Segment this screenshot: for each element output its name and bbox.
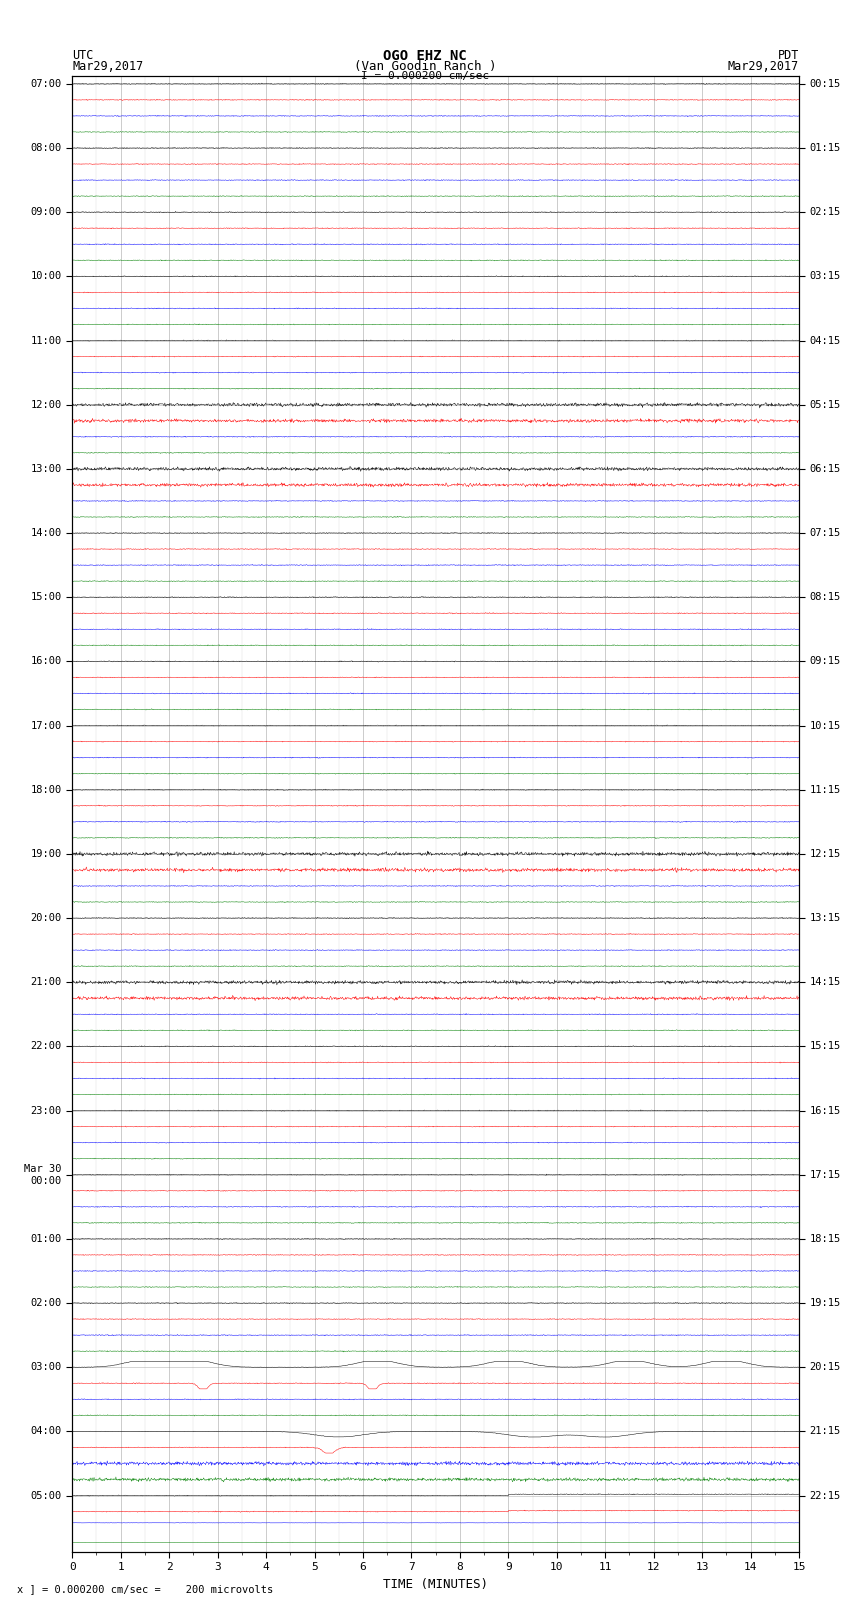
- Text: (Van Goodin Ranch ): (Van Goodin Ranch ): [354, 60, 496, 73]
- X-axis label: TIME (MINUTES): TIME (MINUTES): [383, 1578, 488, 1590]
- Text: x ] = 0.000200 cm/sec =    200 microvolts: x ] = 0.000200 cm/sec = 200 microvolts: [17, 1584, 273, 1594]
- Text: PDT: PDT: [778, 50, 799, 63]
- Text: Mar29,2017: Mar29,2017: [72, 60, 144, 73]
- Text: I = 0.000200 cm/sec: I = 0.000200 cm/sec: [361, 71, 489, 81]
- Text: Mar29,2017: Mar29,2017: [728, 60, 799, 73]
- Text: UTC: UTC: [72, 50, 94, 63]
- Text: OGO EHZ NC: OGO EHZ NC: [383, 50, 467, 63]
